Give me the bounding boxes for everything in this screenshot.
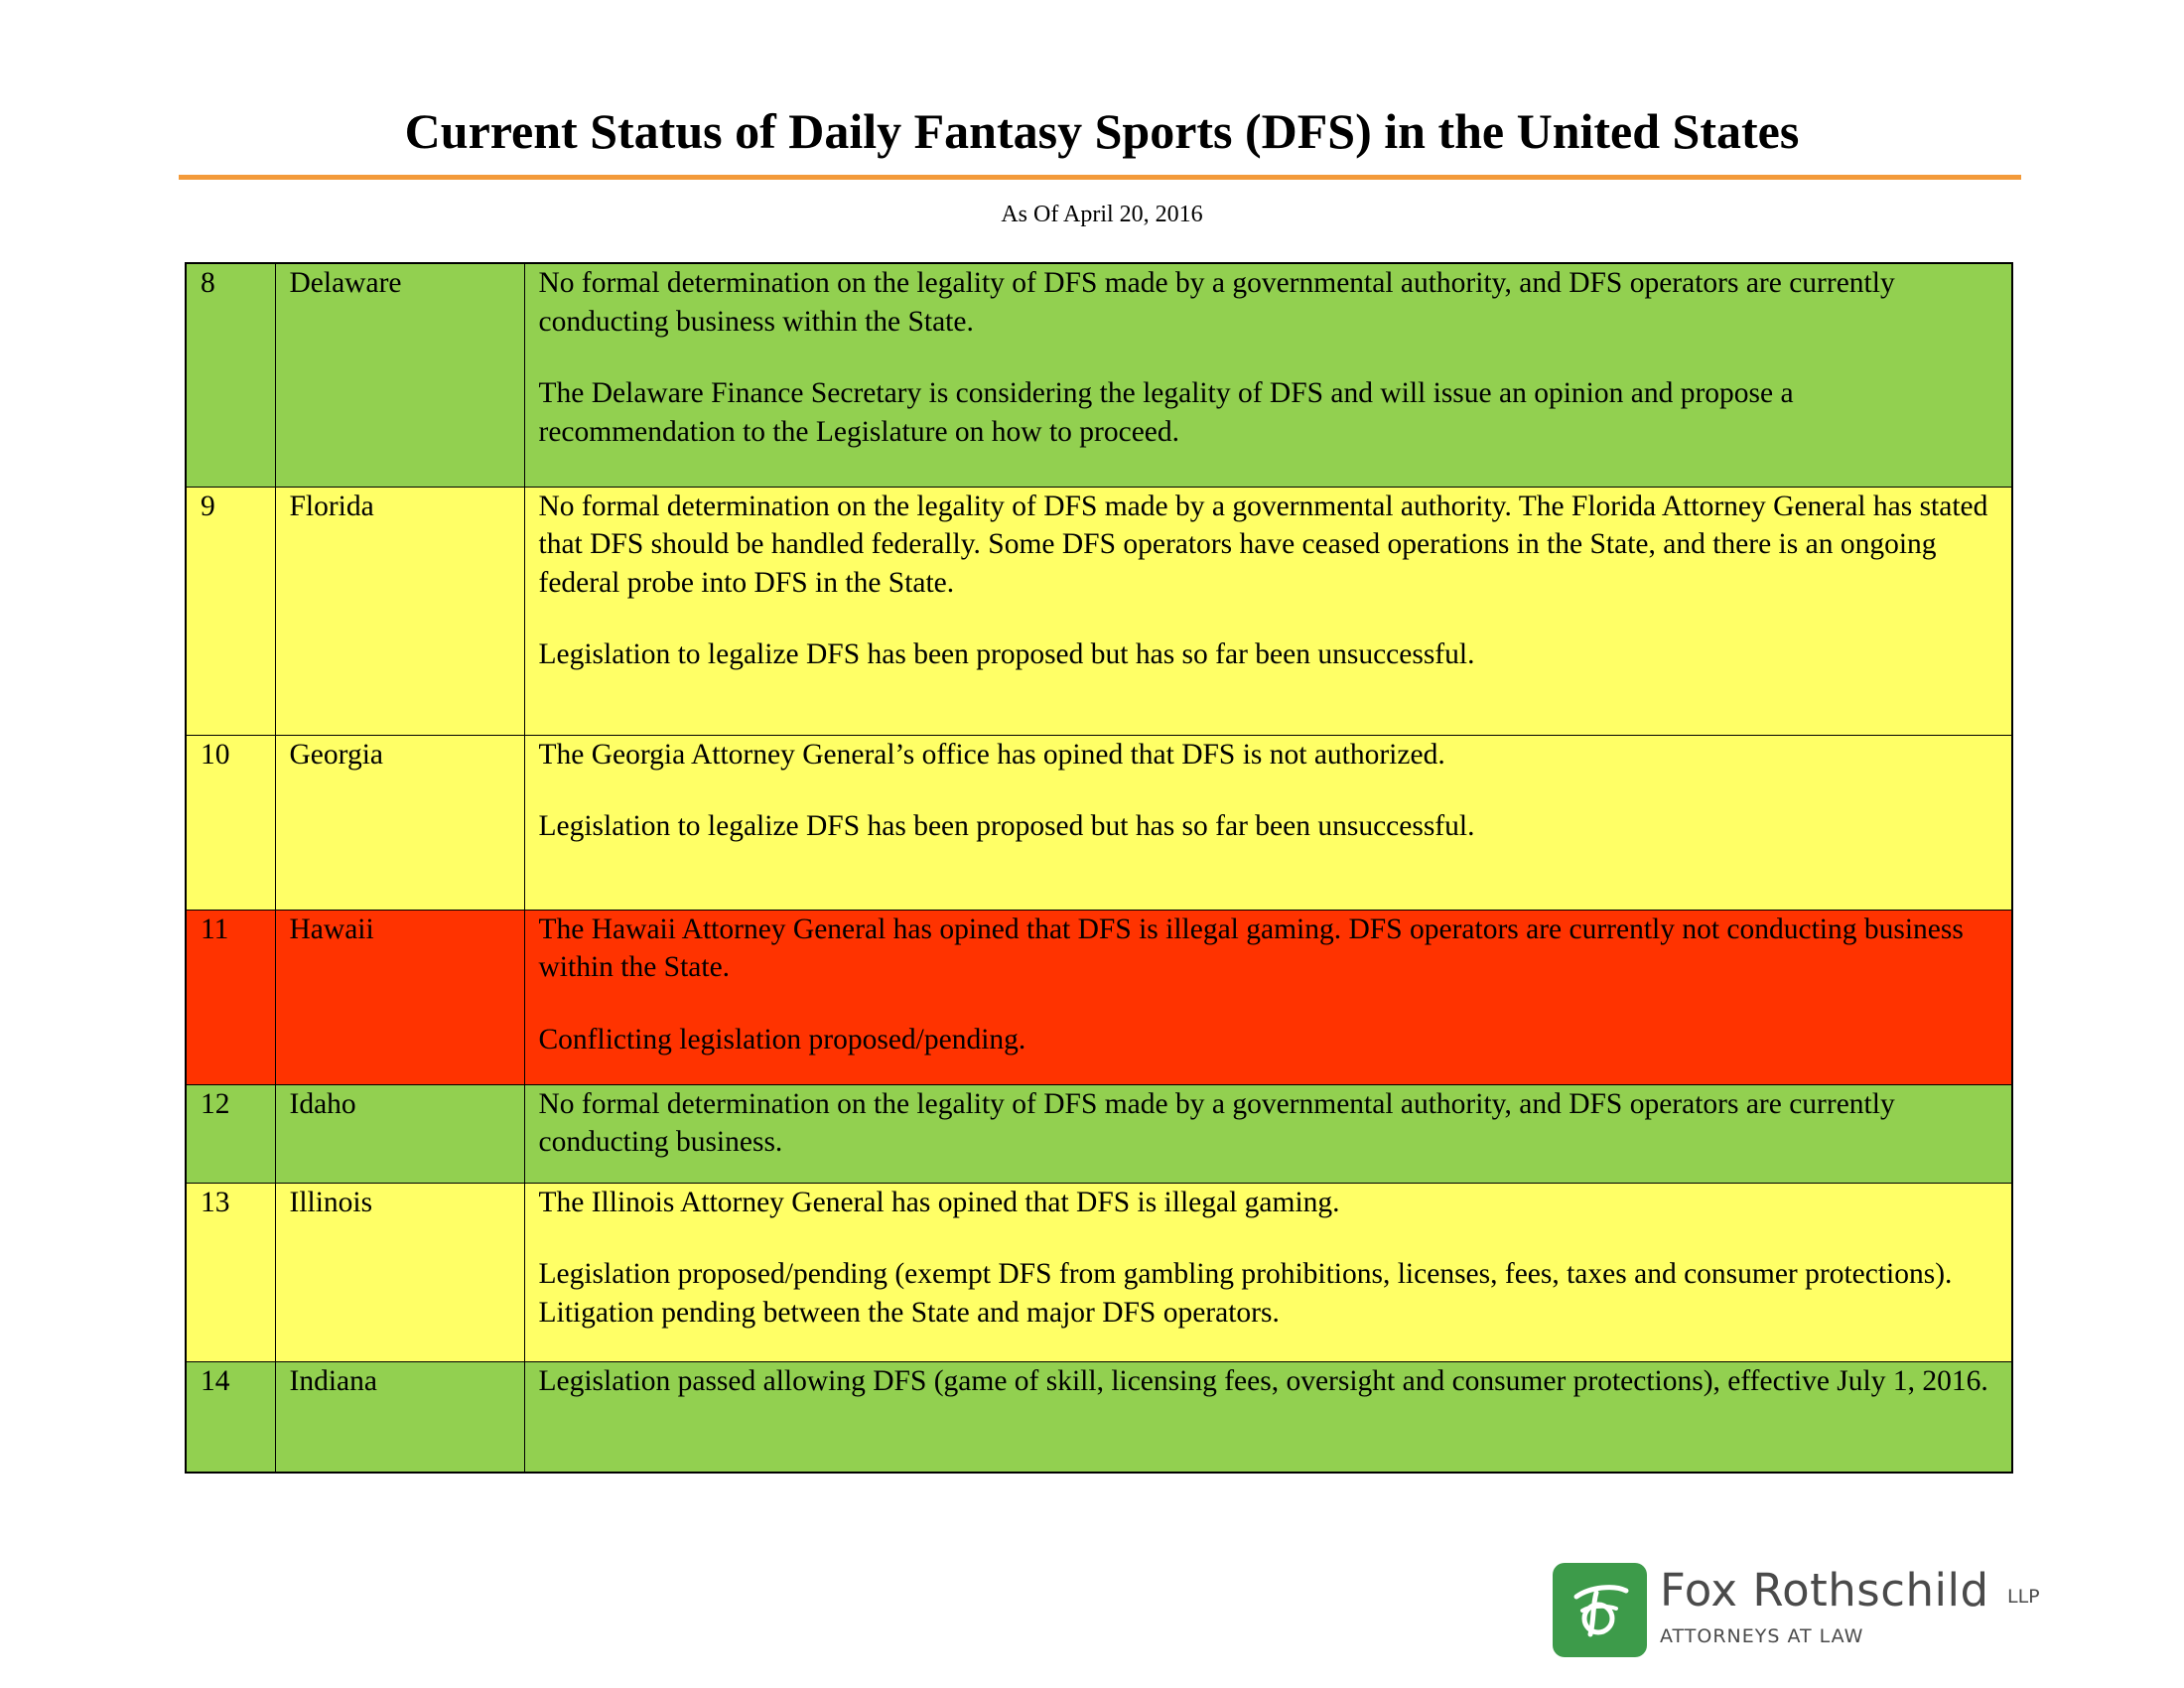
status-paragraph: No formal determination on the legality … — [538, 490, 1988, 599]
status-paragraph: The Georgia Attorney General’s office ha… — [538, 738, 1445, 771]
status-paragraph: No formal determination on the legality … — [538, 1087, 1895, 1159]
state-name: Delaware — [274, 262, 525, 488]
logo-firm-name: Fox Rothschild — [1660, 1564, 1989, 1617]
row-number: 8 — [185, 262, 276, 488]
row-number: 13 — [185, 1182, 276, 1362]
status-paragraph: Legislation passed allowing DFS (game of… — [538, 1364, 1988, 1397]
status-description: Legislation passed allowing DFS (game of… — [523, 1360, 2013, 1474]
table-row: 12 Idaho No formal determination on the … — [185, 1083, 2013, 1184]
dfs-status-table: 8 Delaware No formal determination on th… — [185, 262, 2013, 1474]
table-row: 14 Indiana Legislation passed allowing D… — [185, 1360, 2013, 1474]
status-description: The Hawaii Attorney General has opined t… — [523, 909, 2013, 1085]
status-paragraph: Conflicting legislation proposed/pending… — [538, 1023, 1026, 1055]
state-name: Georgia — [274, 734, 525, 911]
state-name: Idaho — [274, 1083, 525, 1184]
status-description: The Illinois Attorney General has opined… — [523, 1182, 2013, 1362]
table-row: 13 Illinois The Illinois Attorney Genera… — [185, 1182, 2013, 1362]
row-number: 12 — [185, 1083, 276, 1184]
status-paragraph: The Delaware Finance Secretary is consid… — [538, 377, 1794, 448]
status-paragraph: The Illinois Attorney General has opined… — [538, 1186, 1340, 1218]
status-description: The Georgia Attorney General’s office ha… — [523, 734, 2013, 911]
state-name: Hawaii — [274, 909, 525, 1085]
logo-tagline: ATTORNEYS AT LAW — [1660, 1625, 1864, 1647]
status-paragraph: Legislation to legalize DFS has been pro… — [538, 810, 1475, 842]
table-row: 11 Hawaii The Hawaii Attorney General ha… — [185, 909, 2013, 1085]
logo-suffix: LLP — [2007, 1586, 2040, 1608]
status-description: No formal determination on the legality … — [523, 486, 2013, 736]
row-number: 10 — [185, 734, 276, 911]
row-number: 14 — [185, 1360, 276, 1474]
fox-rothschild-logo-mark-icon — [1553, 1563, 1647, 1657]
status-paragraph: Legislation proposed/pending (exempt DFS… — [538, 1258, 1953, 1329]
table-row: 9 Florida No formal determination on the… — [185, 486, 2013, 736]
state-name: Indiana — [274, 1360, 525, 1474]
row-number: 11 — [185, 909, 276, 1085]
status-paragraph: The Hawaii Attorney General has opined t… — [538, 913, 1964, 984]
state-name: Illinois — [274, 1182, 525, 1362]
table-row: 8 Delaware No formal determination on th… — [185, 262, 2013, 488]
status-description: No formal determination on the legality … — [523, 262, 2013, 488]
row-number: 9 — [185, 486, 276, 736]
title-divider — [179, 175, 2021, 180]
as-of-date: As Of April 20, 2016 — [1001, 202, 1203, 227]
status-description: No formal determination on the legality … — [523, 1083, 2013, 1184]
state-name: Florida — [274, 486, 525, 736]
status-paragraph: Legislation to legalize DFS has been pro… — [538, 638, 1475, 670]
page-title: Current Status of Daily Fantasy Sports (… — [404, 103, 1800, 159]
status-paragraph: No formal determination on the legality … — [538, 267, 1895, 338]
table-row: 10 Georgia The Georgia Attorney General’… — [185, 734, 2013, 911]
fox-rothschild-logo: Fox Rothschild LLP ATTORNEYS AT LAW — [1553, 1563, 2040, 1658]
